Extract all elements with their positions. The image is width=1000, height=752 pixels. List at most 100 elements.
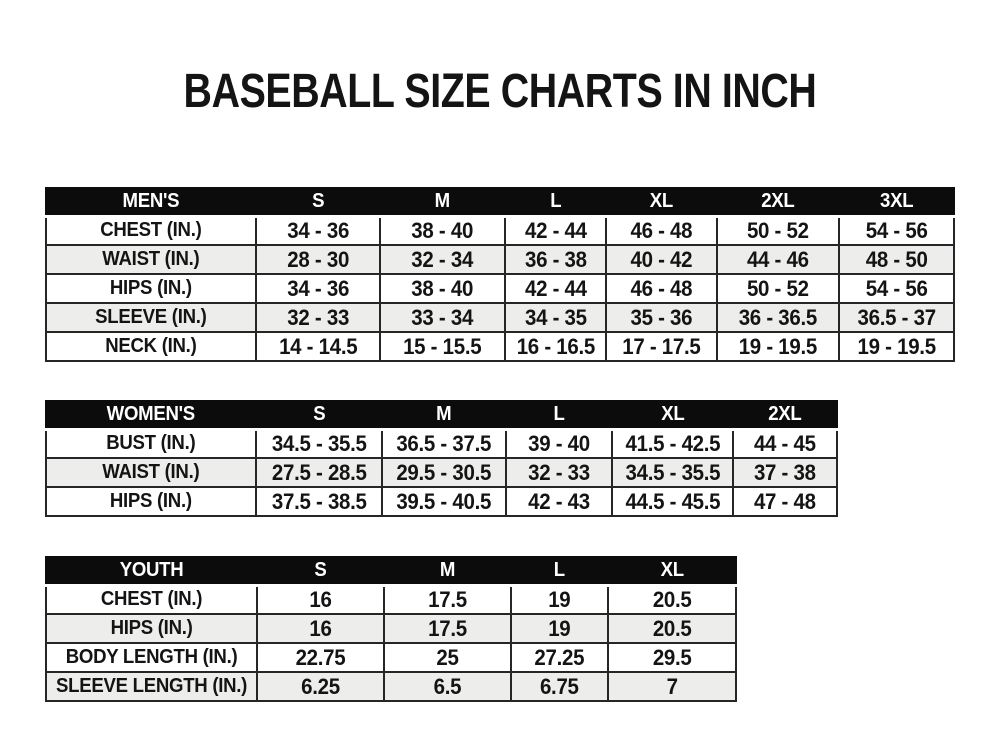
row-label: SLEEVE (IN.) — [45, 302, 257, 333]
size-cell: 29.5 - 30.5 — [381, 457, 507, 488]
size-cell: 22.75 — [256, 642, 386, 673]
size-value: 14 - 14.5 — [278, 333, 358, 359]
size-value: 27.25 — [534, 644, 585, 670]
size-value: 37 - 38 — [754, 459, 817, 485]
size-value: 42 - 43 — [527, 488, 590, 514]
header-label: M — [439, 559, 456, 582]
table-title-cell: WOMEN'S — [45, 400, 257, 431]
size-value: 38 - 40 — [411, 275, 474, 301]
size-value: 46 - 48 — [630, 217, 693, 243]
size-value: 6.25 — [301, 673, 340, 699]
size-cell: 17 - 17.5 — [605, 331, 718, 362]
size-cell: 25 — [383, 642, 513, 673]
size-cell: 16 - 16.5 — [503, 331, 608, 362]
table-row: CHEST (IN.) 16 17.5 19 20.5 — [44, 584, 738, 615]
size-value: 19 - 19.5 — [738, 333, 818, 359]
size-cell: 38 - 40 — [379, 215, 506, 246]
size-value: 46 - 48 — [630, 275, 693, 301]
size-cell: 48 - 50 — [837, 244, 956, 275]
column-header: XL — [606, 556, 738, 587]
size-cell: 34.5 - 35.5 — [610, 457, 735, 488]
size-cell: 27.5 - 28.5 — [254, 457, 384, 488]
size-cell: 50 - 52 — [715, 273, 840, 304]
size-cell: 54 - 56 — [837, 215, 956, 246]
column-header: L — [503, 187, 608, 218]
size-value: 44.5 - 45.5 — [625, 488, 720, 514]
size-cell: 19 — [510, 584, 609, 615]
size-value: 34.5 - 35.5 — [271, 430, 367, 456]
table-row: CHEST (IN.) 34 - 36 38 - 40 42 - 44 46 - 48 5… — [45, 215, 956, 246]
size-value: 36.5 - 37.5 — [396, 430, 492, 456]
column-header: 3XL — [837, 187, 956, 218]
size-cell: 20.5 — [606, 584, 738, 615]
size-cell: 32 - 34 — [379, 244, 506, 275]
row-label: WAIST (IN.) — [45, 244, 257, 275]
header-label: XL — [660, 403, 685, 426]
size-cell: 42 - 44 — [503, 273, 608, 304]
column-header: S — [256, 556, 386, 587]
size-cell: 46 - 48 — [605, 215, 718, 246]
size-cell: 6.25 — [256, 671, 386, 702]
row-label: BODY LENGTH (IN.) — [44, 642, 259, 673]
header-label: S — [311, 190, 324, 213]
size-cell: 37.5 - 38.5 — [254, 486, 384, 517]
row-label-text: NECK (IN.) — [105, 335, 197, 357]
size-value: 38 - 40 — [411, 217, 474, 243]
column-header: M — [383, 556, 513, 587]
size-cell: 17.5 — [383, 584, 513, 615]
size-value: 42 - 44 — [524, 275, 587, 301]
table-row: HIPS (IN.) 37.5 - 38.5 39.5 - 40.5 42 - 43 4… — [45, 486, 838, 517]
size-cell: 14 - 14.5 — [254, 331, 382, 362]
size-cell: 46 - 48 — [605, 273, 718, 304]
table-row: BUST (IN.) 34.5 - 35.5 36.5 - 37.5 39 - 40 4… — [45, 428, 838, 459]
size-value: 47 - 48 — [754, 488, 817, 514]
size-value: 32 - 33 — [287, 304, 349, 330]
size-value: 44 - 45 — [754, 430, 817, 456]
size-cell: 36.5 - 37 — [837, 302, 956, 333]
table-row: WAIST (IN.) 28 - 30 32 - 34 36 - 38 40 - 42 4… — [45, 244, 956, 275]
header-row: WOMEN'S S M L XL 2XL — [45, 400, 838, 431]
header-label: S — [312, 403, 325, 426]
row-label-text: CHEST (IN.) — [100, 219, 202, 242]
size-cell: 35 - 36 — [605, 302, 718, 333]
column-header: XL — [605, 187, 718, 218]
row-label: HIPS (IN.) — [45, 273, 257, 304]
size-value: 22.75 — [295, 644, 346, 670]
row-label-text: HIPS (IN.) — [110, 617, 193, 639]
size-value: 6.5 — [433, 673, 462, 699]
row-label: HIPS (IN.) — [45, 486, 257, 517]
size-cell: 33 - 34 — [379, 302, 506, 333]
size-cell: 39 - 40 — [504, 428, 613, 459]
size-cell: 36.5 - 37.5 — [381, 428, 507, 459]
row-label-text: WAIST (IN.) — [102, 461, 200, 483]
size-value: 28 - 30 — [287, 246, 349, 272]
header-label: L — [552, 403, 565, 426]
size-cell: 15 - 15.5 — [379, 331, 506, 362]
table-row: BODY LENGTH (IN.) 22.75 25 27.25 29.5 — [44, 642, 738, 673]
header-label: XL — [649, 190, 674, 213]
size-cell: 44.5 - 45.5 — [610, 486, 735, 517]
size-cell: 42 - 44 — [503, 215, 608, 246]
size-cell: 36 - 36.5 — [715, 302, 840, 333]
header-label: 2XL — [761, 190, 795, 213]
size-value: 34 - 36 — [287, 275, 349, 301]
row-label-text: BODY LENGTH (IN.) — [65, 646, 238, 668]
size-value: 17 - 17.5 — [622, 333, 701, 359]
size-cell: 20.5 — [606, 613, 738, 644]
row-label-text: BUST (IN.) — [106, 432, 196, 455]
size-value: 17.5 — [428, 586, 467, 612]
header-label: 2XL — [768, 403, 803, 426]
size-value: 7 — [666, 673, 678, 699]
size-cell: 44 - 46 — [715, 244, 840, 275]
size-cell: 6.75 — [510, 671, 609, 702]
size-value: 16 - 16.5 — [516, 333, 595, 359]
size-value: 34 - 35 — [524, 304, 587, 330]
size-value: 36 - 38 — [524, 246, 587, 272]
column-header: S — [254, 187, 382, 218]
column-header: 2XL — [715, 187, 840, 218]
row-label: NECK (IN.) — [45, 331, 257, 362]
size-value: 16 — [309, 586, 332, 612]
size-value: 35 - 36 — [630, 304, 693, 330]
row-label: CHEST (IN.) — [45, 215, 257, 246]
